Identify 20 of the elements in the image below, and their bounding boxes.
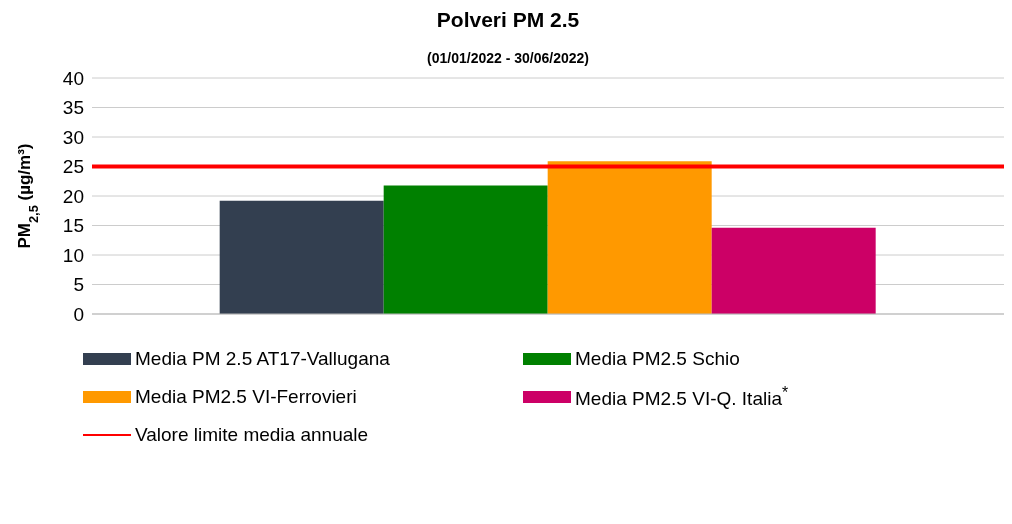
bar — [547, 161, 712, 314]
y-tick-label: 30 — [62, 126, 84, 148]
legend-label: Media PM2.5 VI-Ferrovieri — [135, 386, 357, 409]
legend-label: Media PM2.5 VI-Q. Italia$^{*}$ — [575, 384, 789, 411]
y-tick-label: 10 — [62, 244, 84, 266]
y-tick-label: 15 — [62, 215, 84, 237]
y-tick-label: 5 — [73, 274, 84, 296]
y-tick-label: 0 — [73, 303, 84, 325]
legend-label: Valore limite media annuale — [135, 424, 369, 447]
chart-title: Polveri PM 2.5 — [435, 8, 581, 32]
chart-subtitle: (01/01/2022 - 30/06/2022) — [426, 50, 590, 66]
y-tick-label: 40 — [62, 67, 84, 89]
y-tick-label: 20 — [62, 185, 84, 207]
legend-label: Media PM2.5 Schio — [575, 348, 740, 370]
y-tick-label: 35 — [62, 97, 84, 119]
bar — [383, 185, 548, 314]
y-tick-label: 25 — [62, 156, 84, 178]
bar — [711, 227, 876, 314]
bar — [219, 200, 384, 314]
legend-label: Media PM 2.5 AT17-Vallugana — [135, 348, 390, 370]
